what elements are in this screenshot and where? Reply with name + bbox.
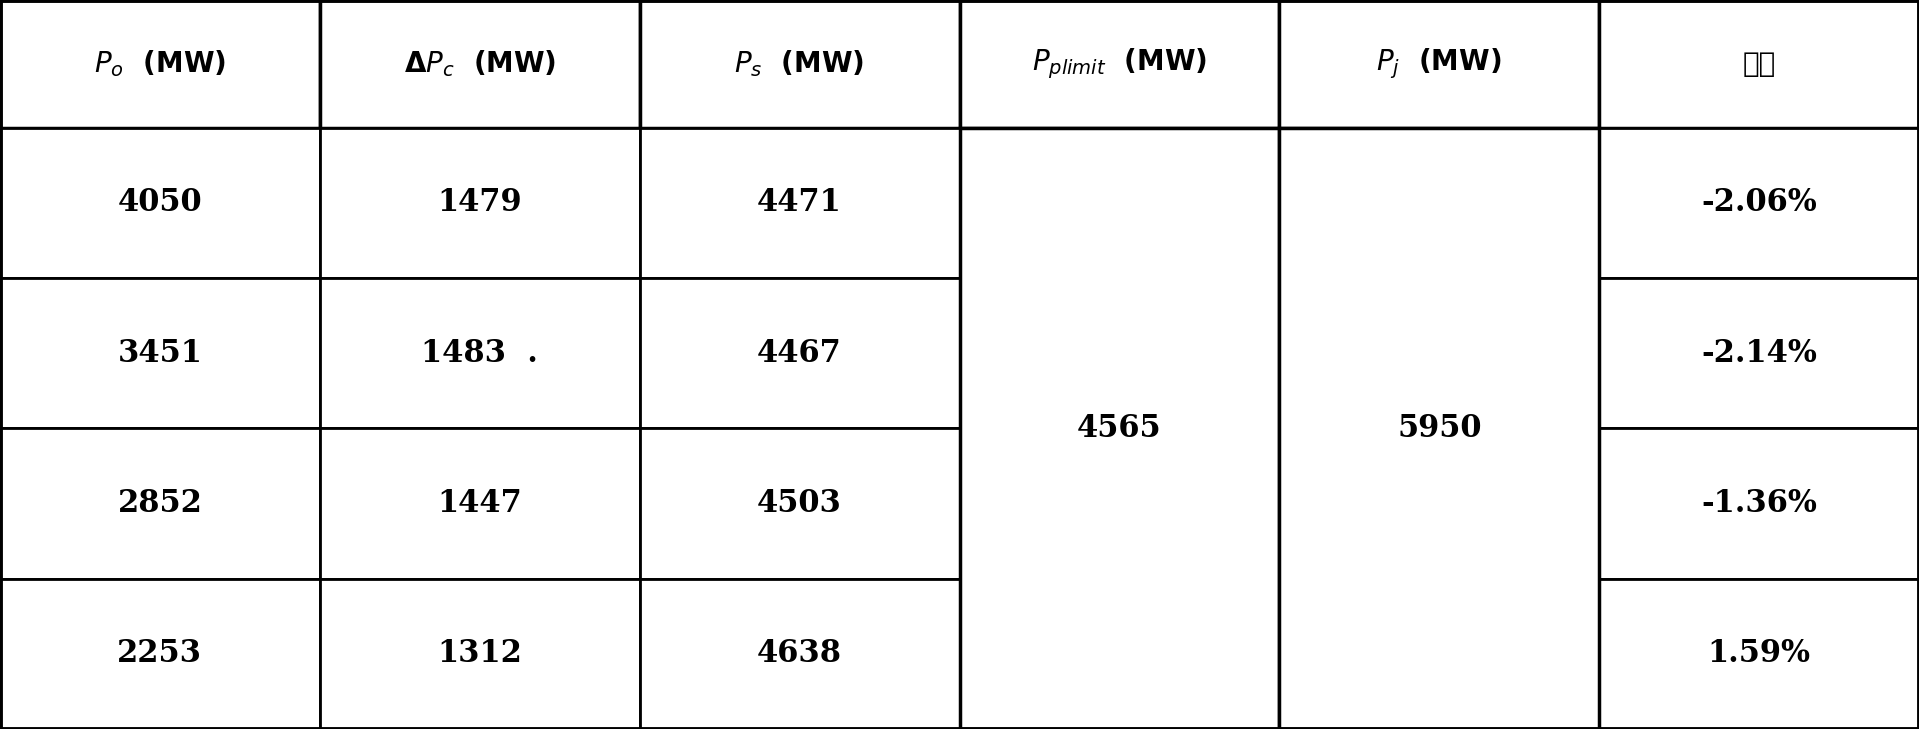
Text: 5950: 5950 [1397, 413, 1481, 444]
Bar [960, 278, 1280, 429]
Bar [960, 128, 1280, 278]
Bar [320, 278, 639, 429]
Bar [1599, 579, 1919, 729]
Bar [320, 128, 639, 278]
Text: $\mathbf{\Delta} \mathit{P_c}$  (MW): $\mathbf{\Delta} \mathit{P_c}$ (MW) [403, 48, 557, 79]
Bar [0, 128, 320, 278]
Bar [1280, 579, 1599, 729]
Text: 3451: 3451 [117, 338, 201, 369]
Bar [1280, 128, 1599, 278]
Bar [1599, 278, 1919, 429]
Text: 4467: 4467 [758, 338, 842, 369]
Bar [1280, 0, 1599, 128]
Bar [639, 128, 960, 278]
Bar [1599, 0, 1919, 128]
Bar [0, 278, 320, 429]
Text: 4471: 4471 [758, 187, 842, 218]
Bar [320, 0, 639, 128]
Bar [639, 0, 960, 128]
Bar [639, 579, 960, 729]
Text: 1.59%: 1.59% [1708, 639, 1812, 669]
Text: $\mathit{P_s}$  (MW): $\mathit{P_s}$ (MW) [735, 48, 865, 79]
Text: -1.36%: -1.36% [1700, 488, 1817, 519]
Text: 1312: 1312 [438, 639, 522, 669]
Bar [0, 579, 320, 729]
Text: $\mathit{P_o}$  (MW): $\mathit{P_o}$ (MW) [94, 48, 226, 79]
Bar [639, 428, 960, 579]
Text: $\mathit{P}_{plimit}$  (MW): $\mathit{P}_{plimit}$ (MW) [1032, 47, 1207, 81]
Text: 1483  .: 1483 . [422, 338, 537, 369]
Text: -2.14%: -2.14% [1700, 338, 1817, 369]
Bar [960, 128, 1280, 729]
Bar [1599, 428, 1919, 579]
Text: 2852: 2852 [117, 488, 201, 519]
Bar [1280, 278, 1599, 429]
Bar [1280, 128, 1599, 729]
Bar [320, 428, 639, 579]
Bar [0, 428, 320, 579]
Text: 2253: 2253 [117, 639, 201, 669]
Text: 4503: 4503 [758, 488, 842, 519]
Text: 1479: 1479 [438, 187, 522, 218]
Bar [320, 579, 639, 729]
Text: -2.06%: -2.06% [1702, 187, 1817, 218]
Text: 4565: 4565 [1077, 413, 1161, 444]
Bar [1280, 428, 1599, 579]
Bar [960, 579, 1280, 729]
Bar [1599, 128, 1919, 278]
Text: $\mathit{P_j}$  (MW): $\mathit{P_j}$ (MW) [1376, 47, 1503, 81]
Text: 1447: 1447 [438, 488, 522, 519]
Bar [960, 428, 1280, 579]
Bar [639, 278, 960, 429]
Bar [0, 0, 320, 128]
Text: 4050: 4050 [117, 187, 201, 218]
Text: 误差: 误差 [1742, 50, 1775, 78]
Bar [960, 0, 1280, 128]
Text: 4638: 4638 [758, 639, 842, 669]
